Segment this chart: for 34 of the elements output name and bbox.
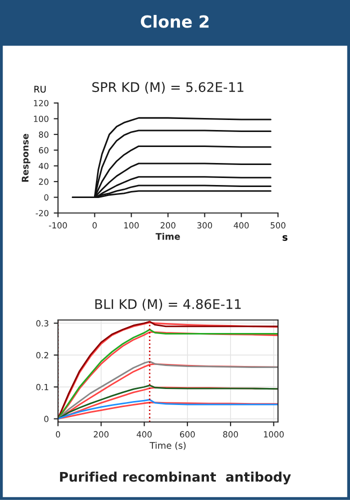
x-tick-label: 300 xyxy=(197,222,212,228)
chart-title: BLI KD (M) = 4.86E-11 xyxy=(95,298,241,311)
y-tick-label: 40 xyxy=(38,162,48,170)
y-axis-title: Response xyxy=(22,134,30,182)
y-tick-label: -20 xyxy=(36,210,48,216)
text: s xyxy=(282,235,288,241)
x-axis-title: Time (s) xyxy=(150,442,186,450)
x-tick-label: 800 xyxy=(223,431,238,438)
x-axis-title: Time xyxy=(156,232,180,240)
y-tick-label: 80 xyxy=(38,131,48,138)
x-tick-label: 1000 xyxy=(264,431,284,438)
y-tick-label: 100 xyxy=(34,116,48,122)
x-tick-label: 200 xyxy=(94,431,109,438)
text: Clone 2 xyxy=(140,14,209,28)
y-tick-label: 0.3 xyxy=(36,320,48,326)
y-tick-label: 0 xyxy=(44,194,48,201)
y-tick-label: 60 xyxy=(38,147,48,154)
y-tick-label: 0.2 xyxy=(36,352,48,358)
y-tick-label: 0 xyxy=(44,416,48,422)
y-tick-label: 0.1 xyxy=(36,384,48,390)
y-tick-label: 120 xyxy=(34,100,48,106)
x-tick-label: 0 xyxy=(92,222,97,228)
x-tick-label: 400 xyxy=(136,431,152,438)
chart-title: SPR KD (M) = 5.62E-11 xyxy=(92,82,244,94)
x-tick-label: 600 xyxy=(180,431,195,438)
x-tick-label: 500 xyxy=(270,222,286,228)
text: Purified recombinant antibody xyxy=(60,472,291,484)
x-tick-label: 100 xyxy=(124,222,139,228)
y-tick-label: 20 xyxy=(38,178,48,185)
x-tick-label: 200 xyxy=(160,222,176,228)
x-tick-label: 400 xyxy=(234,222,249,228)
x-tick-label: -100 xyxy=(48,222,67,228)
x-tick-label: 0 xyxy=(56,431,60,438)
text: RU xyxy=(34,86,46,93)
